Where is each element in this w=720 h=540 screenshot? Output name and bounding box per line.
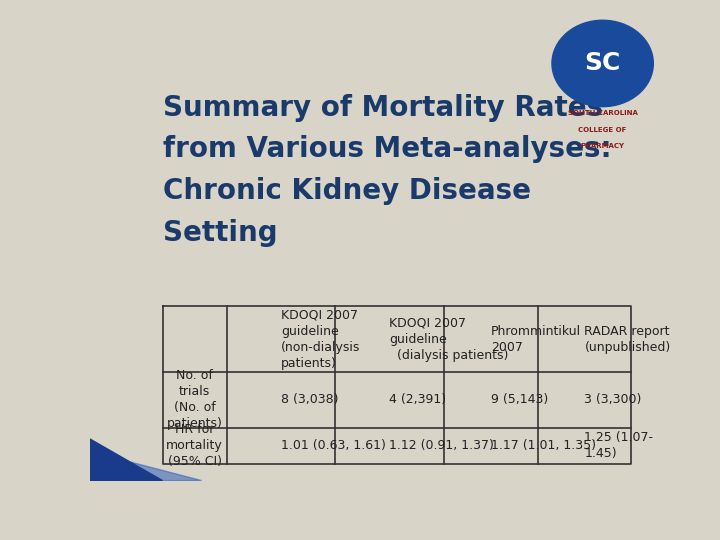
Text: from Various Meta-analyses:: from Various Meta-analyses:: [163, 136, 611, 164]
Polygon shape: [90, 451, 202, 481]
Circle shape: [552, 20, 653, 107]
Text: Phrommintikul
2007: Phrommintikul 2007: [490, 325, 581, 354]
Text: SC: SC: [585, 51, 621, 76]
Text: 1.25 (1.07-
1.45): 1.25 (1.07- 1.45): [585, 431, 653, 460]
Text: 9 (5,143): 9 (5,143): [490, 394, 548, 407]
Text: Setting: Setting: [163, 219, 277, 247]
Text: 3 (3,300): 3 (3,300): [585, 394, 642, 407]
Text: 1.01 (0.63, 1.61): 1.01 (0.63, 1.61): [281, 440, 386, 453]
Text: 8 (3,038): 8 (3,038): [281, 394, 338, 407]
Text: 1.17 (1.01, 1.35): 1.17 (1.01, 1.35): [490, 440, 595, 453]
Text: PHARMACY: PHARMACY: [580, 143, 625, 149]
Text: 4 (2,391): 4 (2,391): [390, 394, 446, 407]
Text: KDOQI 2007
guideline
  (dialysis patients): KDOQI 2007 guideline (dialysis patients): [390, 316, 509, 362]
Text: RADAR report
(unpublished): RADAR report (unpublished): [585, 325, 670, 354]
Text: 1.12 (0.91, 1.37): 1.12 (0.91, 1.37): [390, 440, 495, 453]
Text: No. of
trials
(No. of
patients): No. of trials (No. of patients): [166, 369, 222, 430]
Text: SOUTH CAROLINA: SOUTH CAROLINA: [567, 110, 638, 117]
Text: COLLEGE OF: COLLEGE OF: [578, 126, 627, 133]
Text: KDOQI 2007
guideline
(non-dialysis
patients): KDOQI 2007 guideline (non-dialysis patie…: [281, 309, 360, 370]
Polygon shape: [90, 439, 163, 481]
Text: HR for
mortality
(95% CI): HR for mortality (95% CI): [166, 423, 223, 468]
Text: Summary of Mortality Rates: Summary of Mortality Rates: [163, 94, 603, 122]
Text: Chronic Kidney Disease: Chronic Kidney Disease: [163, 177, 531, 205]
